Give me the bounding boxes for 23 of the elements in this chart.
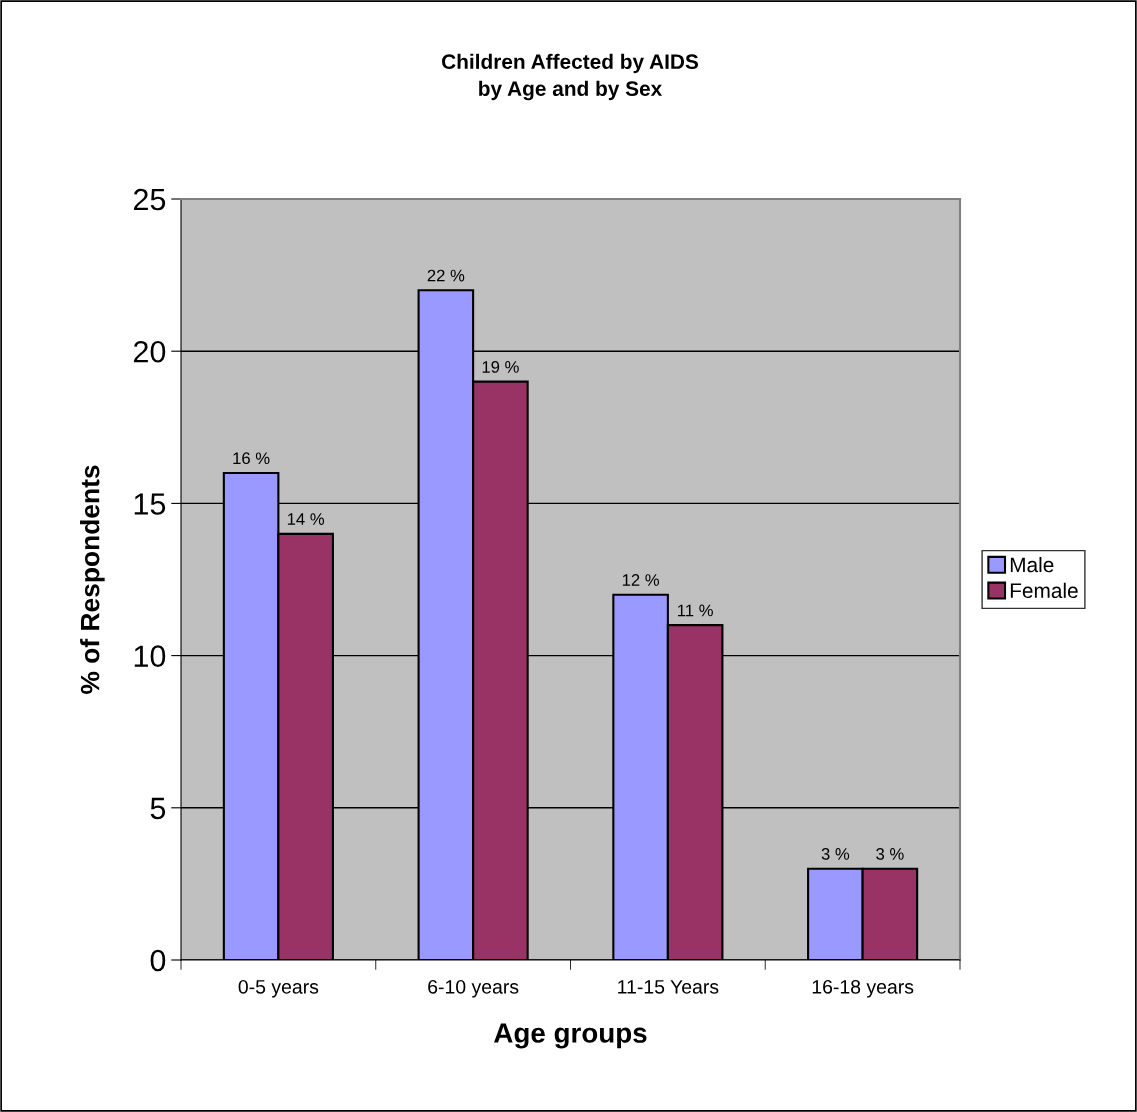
x-tick-label: 16-18 years	[812, 979, 914, 998]
legend-label: Female	[1010, 582, 1078, 599]
data-label: 22 %	[427, 269, 465, 282]
data-label: 11 %	[678, 604, 713, 617]
x-tick-label: 6-10 years	[428, 979, 519, 998]
x-tick-label: 0-5 years	[238, 979, 319, 998]
data-label: 3 %	[876, 848, 904, 860]
data-label: 19 %	[482, 360, 519, 373]
chart-title: Children Affected by AIDS by Age and by Sex	[442, 53, 699, 101]
data-label: 3 %	[821, 848, 850, 860]
y-tick-label: 15	[134, 493, 166, 515]
legend-label: Male	[1010, 556, 1054, 573]
y-axis-title: % of Respondents	[80, 465, 105, 694]
y-tick-label: 25	[133, 188, 166, 211]
x-tick-label: 11-15 Years	[618, 980, 719, 994]
x-axis-title: Age groups	[494, 1023, 647, 1049]
y-tick-label: 10	[134, 645, 166, 667]
data-label: 12 %	[622, 574, 660, 586]
y-tick-label: 0	[150, 949, 166, 972]
y-tick-label: 20	[133, 340, 166, 363]
y-tick-label: 5	[150, 797, 166, 820]
data-label: 16 %	[233, 452, 270, 465]
data-label: 14 %	[287, 513, 325, 525]
